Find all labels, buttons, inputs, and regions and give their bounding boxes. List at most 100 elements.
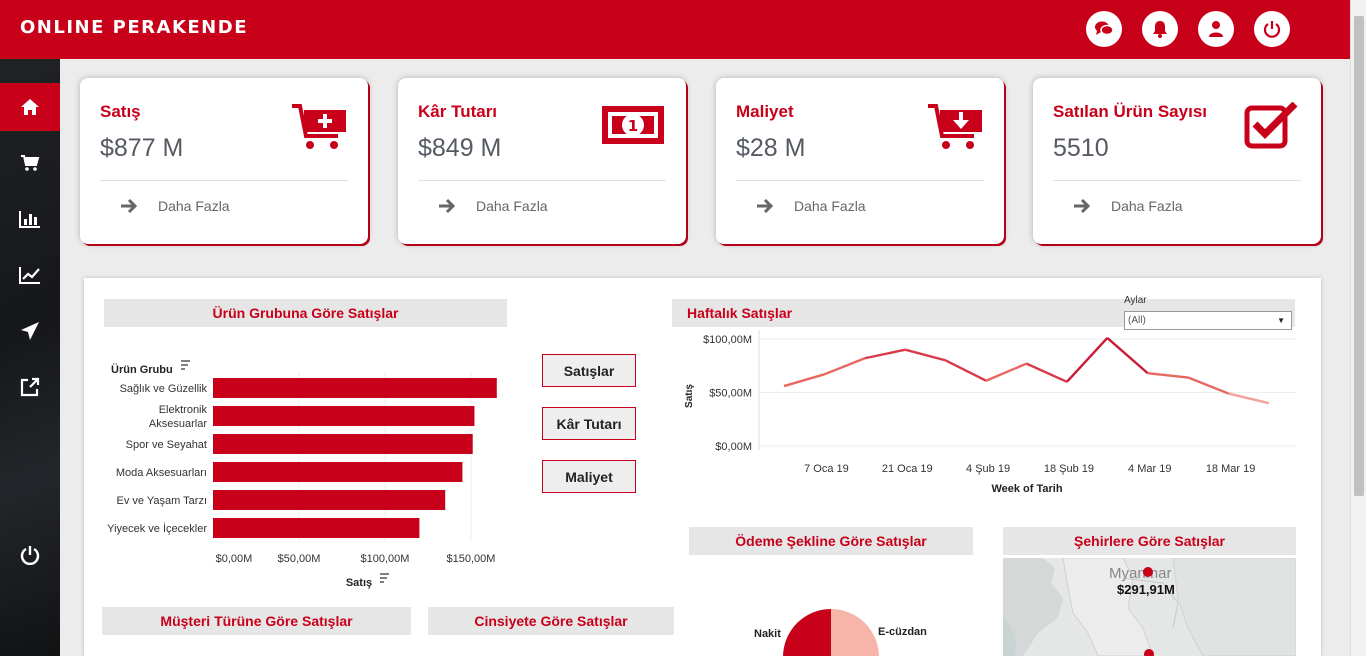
power-icon[interactable] [1254,11,1290,47]
product-group-bar-chart: Ürün Grubu Sağlık ve Güzellik Elektronik Ak… [107,360,497,589]
user-icon[interactable] [1198,11,1234,47]
x-tick-label: $100,00M [361,553,410,565]
sidebar-item-cart[interactable] [0,139,60,187]
sidebar-item-external[interactable] [0,363,60,411]
x-axis-label: Week of Tarih [991,483,1062,495]
line-segment[interactable] [1228,392,1270,405]
send-icon [21,322,39,340]
pie-slice-e-cuzdan[interactable] [831,609,879,656]
external-link-icon [20,377,40,397]
profit-measure-button[interactable]: Kâr Tutarı [542,407,636,440]
card-divider [736,180,984,181]
cart-icon [21,155,40,171]
customer-type-title: Müşteri Türüne Göre Satışlar [102,607,411,635]
sidebar-item-trends[interactable] [0,251,60,299]
kpi-card-profit[interactable]: Kâr Tutarı $849 M 1 Daha Fazla [398,78,686,244]
sidebar-item-send[interactable] [0,307,60,355]
bar[interactable] [213,518,420,538]
x-tick-label: 4 Şub 19 [966,463,1010,475]
bell-icon[interactable] [1142,11,1178,47]
sidebar-item-home[interactable] [0,83,60,131]
bar-category-label: Spor ve Seyahat [126,439,207,451]
checkbox-icon [1243,101,1301,157]
kpi-card-sales[interactable]: Satış $877 M Daha Fazla [80,78,368,244]
line-segment[interactable] [864,348,906,360]
sort-icon[interactable] [181,360,190,370]
arrow-right-icon [439,198,456,214]
sort-icon[interactable] [380,573,389,583]
chevron-down-icon: ▼ [1277,316,1285,325]
scroll-thumb[interactable] [1354,16,1364,496]
card-title: Satış [100,102,141,121]
line-segment[interactable] [904,348,946,362]
x-axis-label: Satış [346,577,372,589]
card-value: $877 M [100,134,184,162]
line-segment[interactable] [783,373,825,388]
chat-icon[interactable] [1086,11,1122,47]
payment-title: Ödeme Şekline Göre Satışlar [689,527,973,555]
bar[interactable] [213,490,446,510]
line-chart-icon [19,267,40,284]
arrow-right-icon [121,198,138,214]
weekly-sales-line-chart: $0,00M $50,00M $100,00M 7 Oca 19 21 Oca 19 4 … [684,330,1297,495]
cart-download-icon [926,102,984,157]
card-title: Satılan Ürün Sayısı [1053,102,1207,121]
bar-dimension-label: Ürün Grubu [111,363,173,376]
cart-plus-icon [290,102,348,157]
x-tick-label: 18 Mar 19 [1206,463,1256,475]
y-tick-label: $0,00M [715,441,752,453]
card-value: 5510 [1053,134,1109,162]
brand-title: ONLINE PERAKENDE [20,17,248,38]
line-segment[interactable] [985,362,1027,382]
more-link[interactable]: Daha Fazla [756,198,866,214]
bar[interactable] [213,434,473,454]
x-tick-label: 21 Oca 19 [882,463,933,475]
line-segment[interactable] [1147,372,1189,379]
month-filter-select[interactable]: (All) ▼ [1124,311,1292,330]
sidebar-item-logout[interactable] [0,531,60,579]
x-tick-label: 4 Mar 19 [1128,463,1171,475]
more-link[interactable]: Daha Fazla [438,198,548,214]
sidebar-item-reports[interactable] [0,195,60,243]
map-marker[interactable] [1144,649,1154,656]
cities-map[interactable]: Myanmar $291,91M [1003,558,1296,656]
x-tick-label: 18 Şub 19 [1044,463,1094,475]
bar-category-label: Yiyecek ve İçecekler [107,522,207,535]
bar[interactable] [213,378,497,398]
more-link[interactable]: Daha Fazla [1073,198,1183,214]
bar-chart-icon [19,211,40,228]
card-title: Kâr Tutarı [418,102,498,121]
kpi-card-cost[interactable]: Maliyet $28 M Daha Fazla [716,78,1004,244]
filter-value: (All) [1128,315,1146,326]
line-segment[interactable] [1106,337,1149,375]
bar[interactable] [213,462,463,482]
sales-measure-button[interactable]: Satışlar [542,354,636,387]
line-segment[interactable] [1026,362,1068,383]
x-tick-label: 7 Oca 19 [804,463,849,475]
line-segment[interactable] [1066,337,1109,383]
line-segment[interactable] [945,359,987,382]
kpi-card-units-sold[interactable]: Satılan Ürün Sayısı 5510 Daha Fazla [1033,78,1321,244]
product-group-title: Ürün Grubuna Göre Satışlar [104,299,507,327]
pie-label-e-cuzdan: E-cüzdan [878,626,927,638]
cost-measure-button[interactable]: Maliyet [542,460,636,493]
top-bar: ONLINE PERAKENDE [0,0,1350,59]
line-segment[interactable] [1187,376,1230,395]
top-icons [1086,11,1290,47]
map-place-label: Myanmar [1109,565,1172,582]
bar[interactable] [213,406,475,426]
arrow-right-icon [1074,198,1091,214]
x-tick-label: $0,00M [216,553,253,565]
y-axis-label: Satış [684,384,695,408]
card-divider [1053,180,1301,181]
card-value: $28 M [736,134,806,162]
cities-title: Şehirlere Göre Satışlar [1003,527,1296,555]
map-marker[interactable] [1143,567,1153,577]
pie-slice-nakit[interactable] [783,609,831,656]
line-segment[interactable] [823,357,866,376]
y-tick-label: $100,00M [703,334,752,346]
gender-title: Cinsiyete Göre Satışlar [428,607,674,635]
more-link[interactable]: Daha Fazla [120,198,230,214]
scrollbar[interactable] [1350,0,1366,656]
card-title: Maliyet [736,102,794,121]
